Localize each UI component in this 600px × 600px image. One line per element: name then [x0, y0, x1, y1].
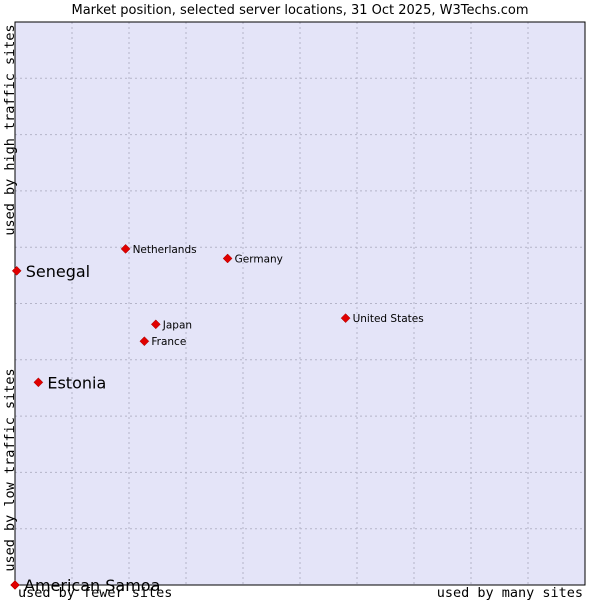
point-marker-senegal: [11, 265, 22, 276]
point-label-netherlands: Netherlands: [133, 244, 197, 256]
point-marker-germany: [222, 253, 233, 264]
point-label-united-states: United States: [353, 313, 424, 325]
point-marker-france: [139, 336, 150, 347]
data-points: Netherlands Germany Senegal United States Ja…: [10, 244, 424, 595]
x-axis-label-right: used by many sites: [437, 585, 583, 600]
point-label-estonia: Estonia: [47, 373, 106, 392]
point-marker-netherlands: [120, 244, 131, 254]
point-marker-japan: [150, 319, 161, 330]
chart-title: Market position, selected server locatio…: [71, 3, 528, 18]
point-label-senegal: Senegal: [26, 262, 90, 281]
point-marker-american-samoa: [10, 580, 20, 590]
point-marker-estonia: [33, 377, 44, 388]
point-label-germany: Germany: [235, 253, 283, 265]
point-marker-united-states: [340, 313, 351, 323]
plot-border: [14, 21, 586, 586]
y-axis-label-high: used by high traffic sites: [2, 24, 18, 235]
y-axis-label-low: used by low traffic sites: [2, 368, 18, 571]
x-axis-label-left: used by fewer sites: [18, 585, 172, 600]
point-label-american-samoa: American Samoa: [24, 576, 160, 595]
point-label-france: France: [151, 336, 186, 348]
point-label-japan: Japan: [162, 319, 192, 331]
grid-lines: [15, 22, 585, 585]
